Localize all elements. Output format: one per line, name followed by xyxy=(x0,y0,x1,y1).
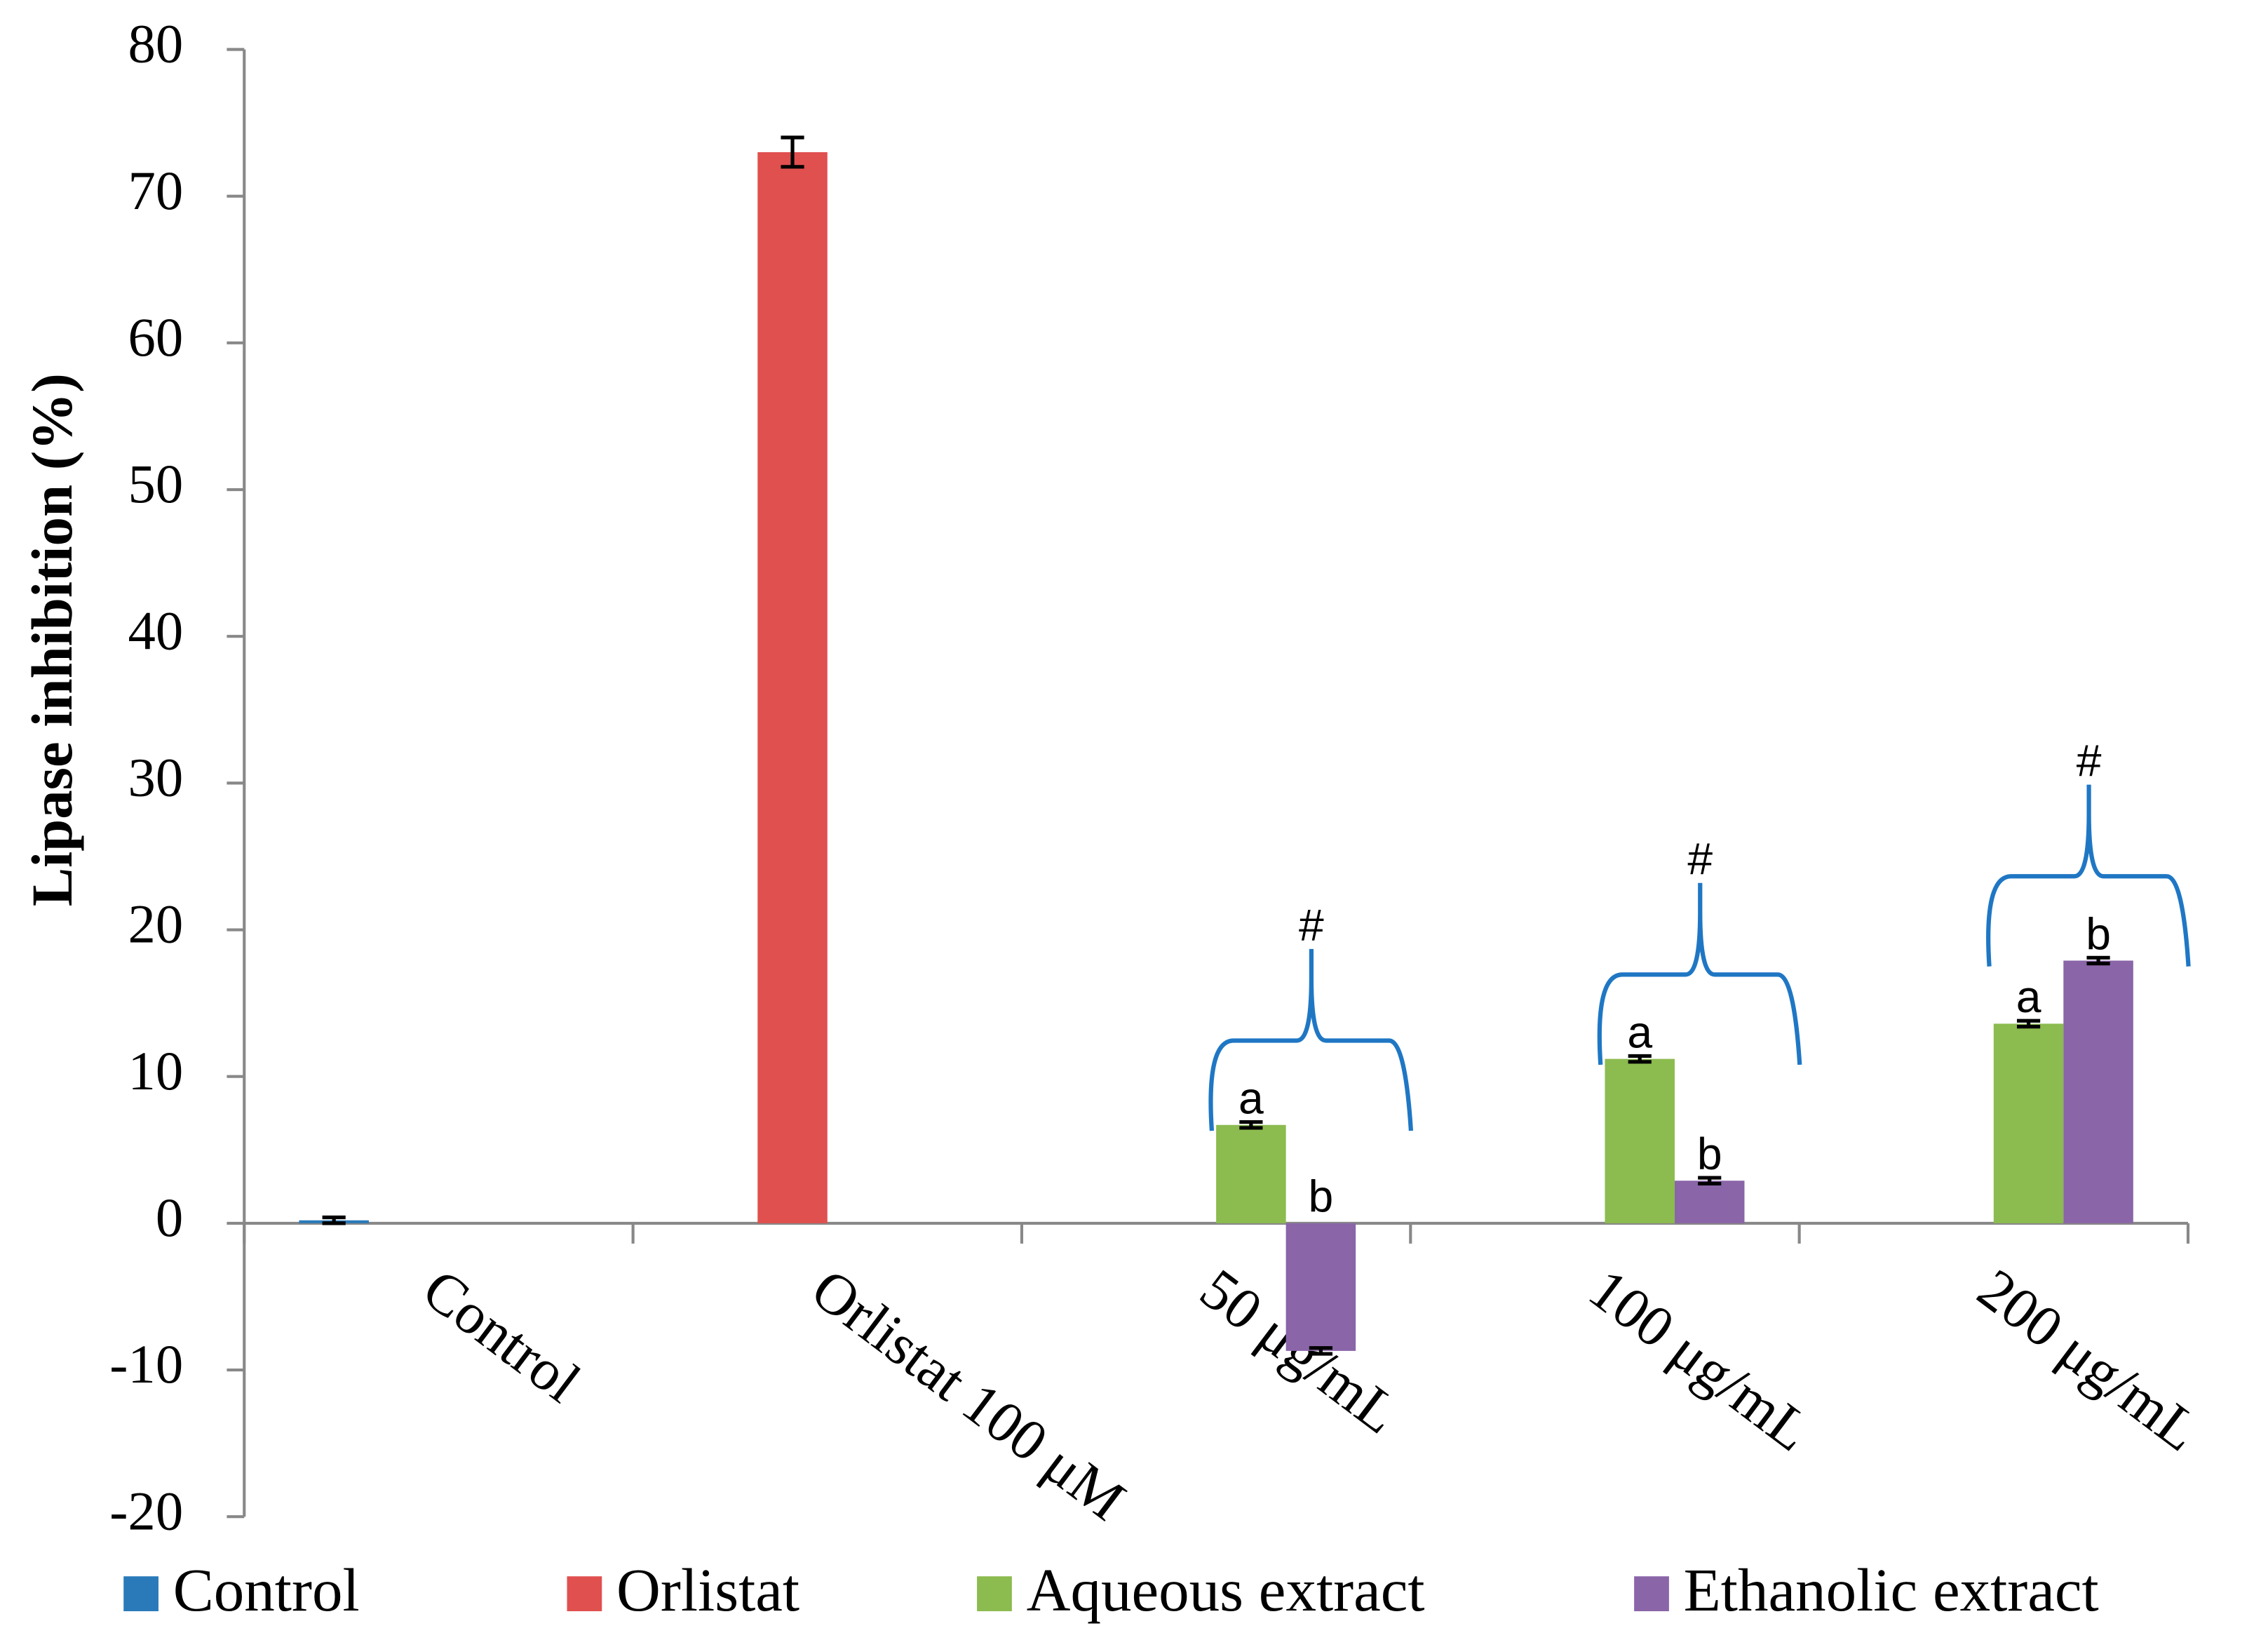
x-tick-label: Control xyxy=(412,1256,593,1415)
bar xyxy=(1993,1023,2064,1223)
annotation: # xyxy=(2077,736,2102,786)
bar xyxy=(757,152,828,1223)
y-tick-label: 80 xyxy=(128,14,183,75)
legend-swatch xyxy=(1634,1576,1669,1611)
y-tick-label: 10 xyxy=(128,1041,183,1102)
error-bar xyxy=(2016,1019,2041,1029)
error-bar xyxy=(322,1215,346,1225)
legend-label: Ethanolic extract xyxy=(1684,1556,2099,1624)
legend-swatch xyxy=(123,1576,158,1611)
annotation: a xyxy=(1238,1073,1264,1124)
y-tick-label: -10 xyxy=(109,1334,183,1395)
y-tick-label: 50 xyxy=(128,454,183,515)
error-bar xyxy=(781,135,804,169)
y-tick-label: 0 xyxy=(156,1188,183,1249)
error-bar xyxy=(2086,955,2110,966)
bar xyxy=(1285,1223,1356,1351)
brace xyxy=(1208,948,1414,1131)
y-tick-label: 30 xyxy=(128,747,183,808)
annotation: a xyxy=(2016,972,2041,1022)
legend-swatch xyxy=(977,1576,1012,1611)
y-tick-label: 20 xyxy=(128,894,183,955)
x-tick-label: 200 μg/mL xyxy=(1966,1256,2212,1464)
y-tick-label: -20 xyxy=(109,1481,183,1542)
error-bar xyxy=(1628,1054,1652,1064)
brace xyxy=(1597,882,1802,1065)
legend-swatch xyxy=(567,1576,602,1611)
error-bar xyxy=(1698,1176,1722,1186)
bar xyxy=(2063,960,2133,1223)
annotation: b xyxy=(1309,1171,1334,1222)
brace xyxy=(1986,784,2191,967)
annotation: # xyxy=(1299,900,1324,950)
y-tick-label: 70 xyxy=(128,161,183,222)
annotation: b xyxy=(2086,908,2111,959)
legend-label: Aqueous extract xyxy=(1027,1556,1425,1624)
legend-label: Control xyxy=(173,1556,360,1624)
x-tick-label: 100 μg/mL xyxy=(1578,1256,1823,1464)
error-bar xyxy=(1309,1346,1332,1356)
y-tick-label: 60 xyxy=(128,307,183,368)
bar xyxy=(1216,1124,1286,1223)
y-tick-label: 40 xyxy=(128,600,183,661)
bar xyxy=(1605,1058,1675,1223)
annotation: b xyxy=(1697,1129,1722,1179)
error-bar xyxy=(1239,1120,1263,1130)
annotation: # xyxy=(1687,834,1713,885)
bar xyxy=(1674,1181,1745,1223)
annotation: a xyxy=(1627,1007,1652,1057)
legend-label: Orlistat xyxy=(616,1556,799,1624)
x-tick-label: Orlistat 100 μM xyxy=(800,1256,1138,1533)
y-axis-title: Lipase inhibition (%) xyxy=(20,373,84,906)
